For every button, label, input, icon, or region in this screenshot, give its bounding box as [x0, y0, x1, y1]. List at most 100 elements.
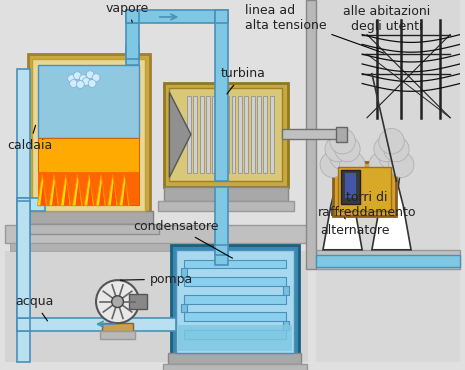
- Circle shape: [92, 74, 100, 81]
- Bar: [219, 96, 223, 174]
- Bar: [333, 162, 396, 216]
- Polygon shape: [49, 175, 59, 206]
- Bar: [257, 96, 261, 174]
- Bar: [10, 243, 299, 251]
- Polygon shape: [84, 175, 94, 206]
- Polygon shape: [108, 175, 118, 206]
- Bar: [215, 187, 228, 265]
- Bar: [263, 96, 267, 174]
- Bar: [158, 201, 293, 211]
- Bar: [206, 96, 210, 174]
- Circle shape: [384, 136, 409, 162]
- Bar: [100, 331, 135, 339]
- Bar: [102, 323, 133, 333]
- Bar: [164, 83, 288, 187]
- Circle shape: [86, 71, 94, 78]
- Bar: [126, 46, 139, 65]
- Bar: [38, 172, 139, 205]
- Circle shape: [320, 152, 345, 177]
- Circle shape: [80, 75, 87, 83]
- Bar: [38, 65, 139, 138]
- Bar: [17, 69, 29, 201]
- Bar: [184, 330, 286, 339]
- Circle shape: [379, 128, 404, 154]
- Bar: [126, 10, 139, 23]
- Circle shape: [76, 81, 84, 88]
- Bar: [126, 10, 215, 23]
- Bar: [225, 96, 229, 174]
- Text: turbina: turbina: [220, 67, 265, 94]
- Circle shape: [379, 144, 404, 169]
- Text: pompa: pompa: [120, 273, 193, 286]
- Polygon shape: [120, 175, 129, 206]
- Circle shape: [325, 136, 351, 162]
- Bar: [336, 127, 347, 142]
- Bar: [181, 304, 187, 312]
- Circle shape: [88, 80, 96, 87]
- Bar: [19, 224, 159, 234]
- Bar: [181, 268, 187, 277]
- Circle shape: [82, 78, 90, 85]
- Bar: [213, 96, 216, 174]
- Bar: [169, 88, 282, 181]
- Polygon shape: [73, 175, 82, 206]
- Circle shape: [96, 280, 139, 323]
- Polygon shape: [122, 181, 128, 206]
- Bar: [17, 318, 176, 331]
- Bar: [316, 0, 460, 362]
- Circle shape: [70, 80, 78, 87]
- Circle shape: [369, 152, 394, 177]
- Bar: [168, 353, 301, 364]
- Text: condensatore: condensatore: [133, 220, 232, 258]
- Bar: [33, 59, 145, 211]
- Bar: [215, 10, 228, 181]
- Polygon shape: [99, 181, 105, 206]
- Bar: [172, 245, 299, 357]
- Bar: [17, 201, 29, 318]
- Circle shape: [330, 128, 355, 154]
- Polygon shape: [75, 181, 81, 206]
- Bar: [184, 295, 286, 304]
- Bar: [17, 318, 29, 331]
- Circle shape: [374, 136, 399, 162]
- Bar: [176, 250, 293, 353]
- Bar: [184, 277, 286, 286]
- Bar: [283, 321, 289, 330]
- Bar: [283, 286, 289, 295]
- Polygon shape: [96, 175, 106, 206]
- Bar: [17, 198, 29, 362]
- Circle shape: [68, 75, 75, 83]
- Bar: [5, 251, 308, 362]
- Bar: [215, 10, 228, 23]
- Bar: [193, 96, 197, 174]
- Bar: [38, 138, 139, 205]
- Bar: [244, 96, 248, 174]
- Bar: [215, 245, 228, 255]
- Bar: [163, 364, 307, 370]
- Circle shape: [112, 296, 123, 307]
- Bar: [129, 294, 147, 309]
- Polygon shape: [40, 181, 46, 206]
- Bar: [251, 96, 254, 174]
- Bar: [5, 225, 308, 243]
- Bar: [270, 96, 273, 174]
- Bar: [306, 0, 316, 269]
- Polygon shape: [37, 175, 47, 206]
- Text: torri di
raffreddamento: torri di raffreddamento: [318, 191, 416, 219]
- Text: alle abitazioni
degli utenti: alle abitazioni degli utenti: [343, 5, 430, 33]
- Polygon shape: [111, 181, 117, 206]
- Text: acqua: acqua: [15, 295, 53, 321]
- Polygon shape: [323, 172, 362, 250]
- Text: caldaia: caldaia: [7, 125, 52, 152]
- Bar: [338, 166, 392, 211]
- Circle shape: [73, 72, 81, 80]
- Bar: [187, 96, 191, 174]
- Polygon shape: [61, 175, 71, 206]
- Bar: [316, 250, 460, 269]
- Bar: [232, 96, 235, 174]
- Polygon shape: [372, 172, 411, 250]
- Bar: [238, 96, 242, 174]
- Text: linea ad
alta tensione: linea ad alta tensione: [245, 4, 384, 53]
- Bar: [164, 187, 288, 201]
- Circle shape: [330, 144, 355, 169]
